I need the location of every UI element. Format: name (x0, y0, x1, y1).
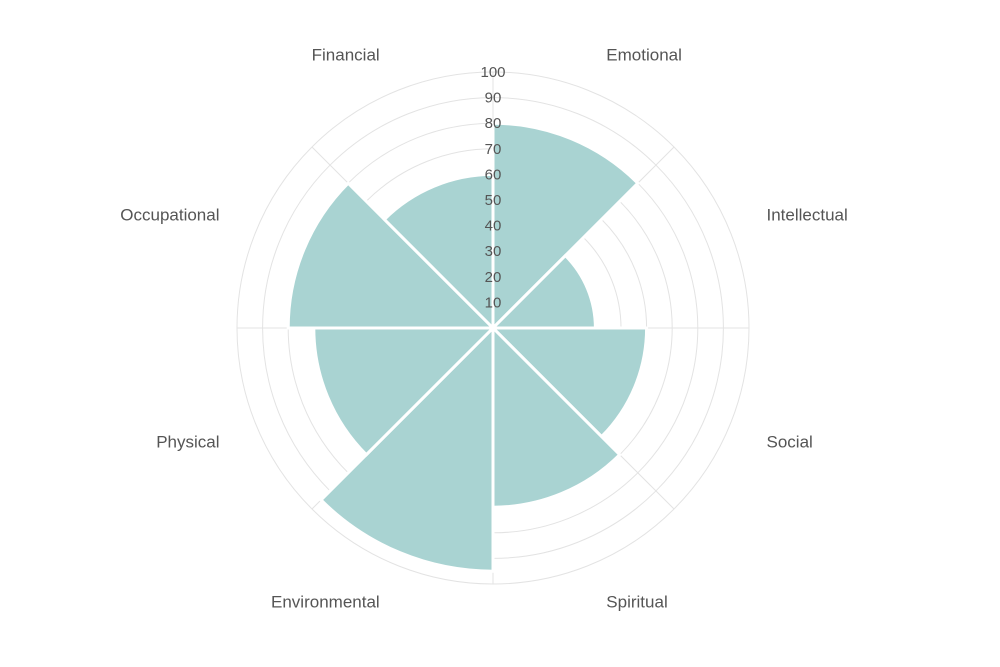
radial-ticks: 10 20 30 40 50 60 70 80 90 100 (480, 64, 505, 311)
category-label-emotional: Emotional (606, 46, 682, 65)
tick-label-30: 30 (485, 243, 502, 260)
category-label-physical: Physical (156, 432, 219, 451)
wedge-intellectual[interactable] (489, 253, 597, 330)
tick-label-20: 20 (485, 269, 502, 286)
tick-label-90: 90 (485, 90, 502, 107)
wedges (286, 121, 649, 573)
wedge-financial[interactable] (382, 172, 495, 332)
tick-label-10: 10 (485, 294, 502, 311)
category-label-occupational: Occupational (120, 206, 219, 225)
tick-label-80: 80 (485, 115, 502, 132)
tick-label-100: 100 (480, 64, 505, 81)
wedge-emotional[interactable] (491, 121, 640, 332)
wedge-occupational[interactable] (286, 181, 497, 330)
category-label-social: Social (767, 432, 813, 451)
category-label-spiritual: Spiritual (606, 593, 667, 612)
tick-label-50: 50 (485, 192, 502, 209)
wedge-environmental[interactable] (318, 324, 495, 573)
wedge-spiritual[interactable] (491, 324, 622, 509)
category-label-environmental: Environmental (271, 593, 380, 612)
wedge-social[interactable] (489, 326, 649, 439)
tick-label-70: 70 (485, 141, 502, 158)
category-labels: Emotional Intellectual Social Spiritual Envi… (120, 46, 848, 612)
wedge-physical[interactable] (312, 326, 497, 457)
category-label-intellectual: Intellectual (767, 206, 848, 225)
tick-label-60: 60 (485, 166, 502, 183)
category-label-financial: Financial (312, 46, 380, 65)
tick-label-40: 40 (485, 218, 502, 235)
